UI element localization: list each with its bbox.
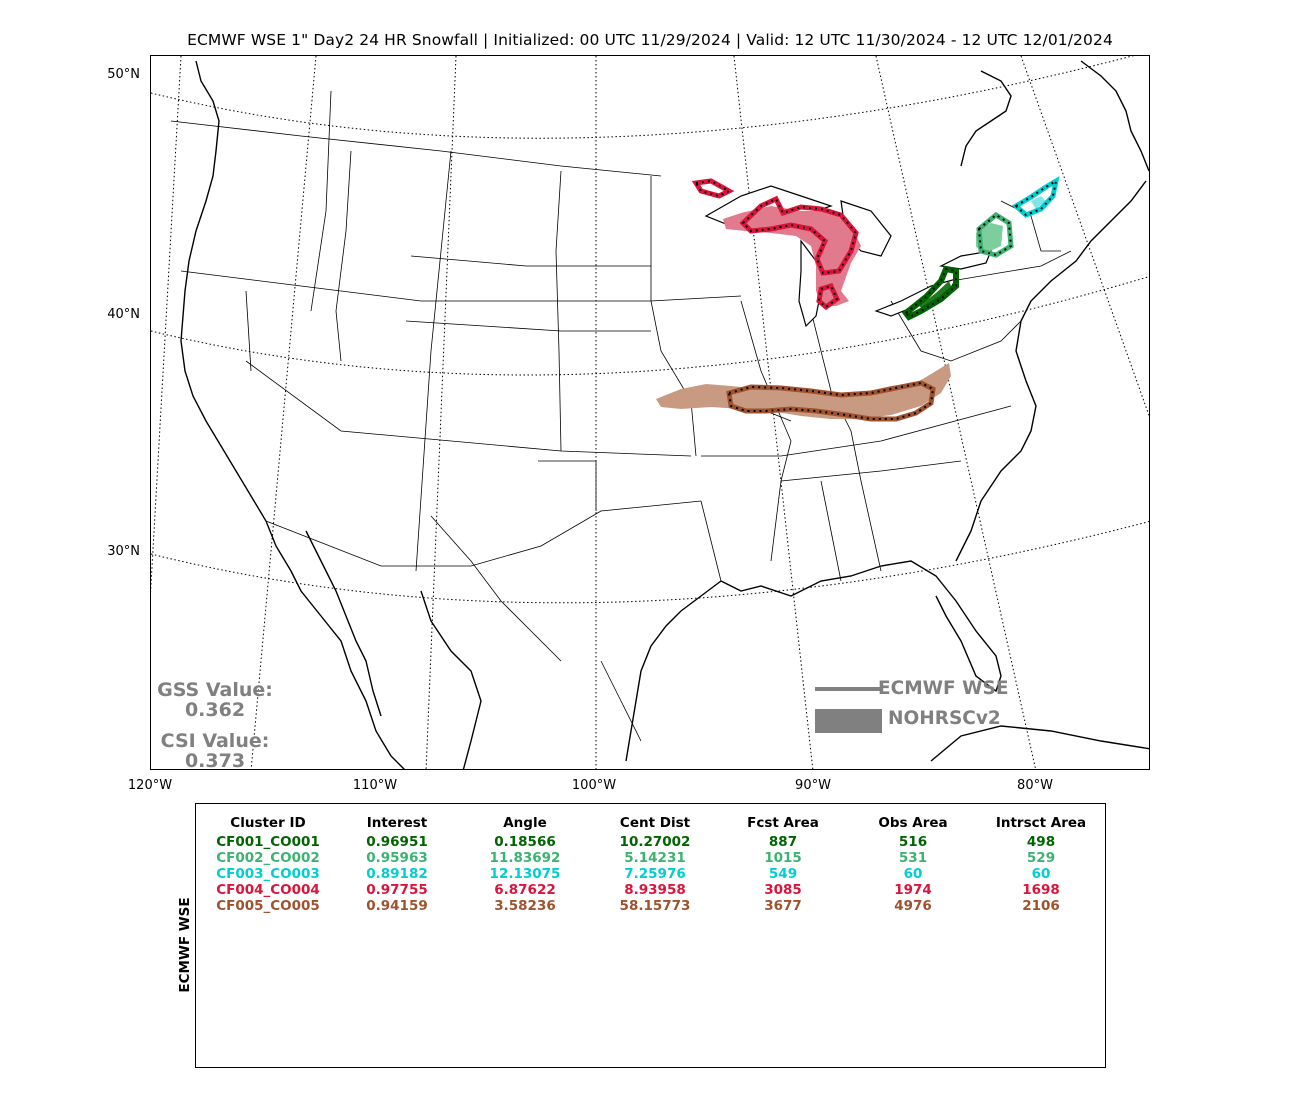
cell-interest: 0.89182 bbox=[366, 866, 428, 882]
csi-value: 0.373 bbox=[184, 750, 246, 772]
legend-forecast-label: ECMWF WSE bbox=[878, 678, 1009, 699]
cell-fcst-area: 3085 bbox=[764, 882, 802, 898]
cell-intrsct-area: 60 bbox=[1031, 866, 1051, 882]
cell-cent-dist: 7.25976 bbox=[624, 866, 686, 882]
col-header-obs-area: Obs Area bbox=[878, 815, 948, 831]
cell-cluster-id: CF005_CO005 bbox=[216, 898, 320, 914]
cell-intrsct-area: 2106 bbox=[1022, 898, 1060, 914]
cell-interest: 0.94159 bbox=[366, 898, 428, 914]
fcst-outline-cf004 bbox=[691, 178, 859, 311]
cell-obs-area: 1974 bbox=[894, 882, 932, 898]
gss-value: 0.362 bbox=[184, 699, 246, 721]
cell-cluster-id: CF001_CO001 bbox=[216, 834, 320, 850]
cell-fcst-area: 549 bbox=[768, 866, 798, 882]
state-borders bbox=[170, 90, 1072, 742]
cell-angle: 3.58236 bbox=[494, 898, 556, 914]
gss-label: GSS Value: bbox=[157, 679, 273, 701]
cell-intrsct-area: 529 bbox=[1026, 850, 1056, 866]
cell-fcst-area: 1015 bbox=[764, 850, 802, 866]
table-side-label: ECMWF WSE bbox=[177, 897, 193, 993]
legend-observed-label: NOHRSCv2 bbox=[888, 708, 1001, 729]
cell-cluster-id: CF002_CO002 bbox=[216, 850, 320, 866]
cell-angle: 11.83692 bbox=[489, 850, 561, 866]
lon-label-120w: 120°W bbox=[127, 778, 173, 793]
col-header-fcst-area: Fcst Area bbox=[747, 815, 819, 831]
lon-label-80w: 80°W bbox=[1017, 778, 1053, 793]
cell-angle: 0.18566 bbox=[494, 834, 556, 850]
legend-forecast-swatch bbox=[815, 687, 880, 691]
fcst-outline-cf003 bbox=[1011, 175, 1060, 218]
cell-intrsct-area: 498 bbox=[1026, 834, 1056, 850]
stats-table bbox=[195, 803, 1106, 1068]
lat-label-40n: 40°N bbox=[107, 307, 140, 322]
lon-label-110w: 110°W bbox=[352, 778, 398, 793]
map-panel bbox=[150, 55, 1150, 770]
obs-area-cf003 bbox=[1031, 196, 1046, 209]
lon-label-90w: 90°W bbox=[795, 778, 831, 793]
col-header-cluster-id: Cluster ID bbox=[230, 815, 306, 831]
cell-interest: 0.95963 bbox=[366, 850, 428, 866]
cell-cent-dist: 5.14231 bbox=[624, 850, 686, 866]
cell-angle: 6.87622 bbox=[494, 882, 556, 898]
cell-cent-dist: 10.27002 bbox=[619, 834, 691, 850]
cell-obs-area: 60 bbox=[903, 866, 923, 882]
cell-obs-area: 4976 bbox=[894, 898, 932, 914]
coastlines bbox=[180, 60, 1149, 769]
map-title: ECMWF WSE 1" Day2 24 HR Snowfall | Initi… bbox=[187, 31, 1113, 49]
cell-fcst-area: 3677 bbox=[764, 898, 802, 914]
col-header-interest: Interest bbox=[366, 815, 428, 831]
lat-label-50n: 50°N bbox=[107, 67, 140, 82]
cell-interest: 0.97755 bbox=[366, 882, 428, 898]
lon-label-100w: 100°W bbox=[571, 778, 617, 793]
cell-interest: 0.96951 bbox=[366, 834, 428, 850]
cell-intrsct-area: 1698 bbox=[1022, 882, 1060, 898]
fcst-outline-cf002 bbox=[976, 211, 1014, 258]
cell-fcst-area: 887 bbox=[768, 834, 798, 850]
cell-cluster-id: CF003_CO003 bbox=[216, 866, 320, 882]
obs-area-cf001 bbox=[919, 281, 953, 311]
cell-obs-area: 531 bbox=[898, 850, 928, 866]
col-header-angle: Angle bbox=[503, 815, 547, 831]
lat-label-30n: 30°N bbox=[107, 544, 140, 559]
legend-observed-swatch bbox=[815, 709, 882, 733]
col-header-cent-dist: Cent Dist bbox=[619, 815, 691, 831]
cell-cluster-id: CF004_CO004 bbox=[216, 882, 320, 898]
cell-cent-dist: 58.15773 bbox=[619, 898, 691, 914]
cell-angle: 12.13075 bbox=[489, 866, 561, 882]
forecast-outlines bbox=[691, 175, 1060, 422]
fcst-outline-cf001 bbox=[901, 265, 959, 321]
csi-label: CSI Value: bbox=[160, 730, 270, 752]
cell-obs-area: 516 bbox=[898, 834, 928, 850]
col-header-intrsct-area: Intrsct Area bbox=[995, 815, 1087, 831]
map-canvas bbox=[151, 56, 1149, 769]
fcst-outline-cf005 bbox=[726, 380, 936, 422]
cell-cent-dist: 8.93958 bbox=[624, 882, 686, 898]
graticule bbox=[151, 56, 1149, 769]
